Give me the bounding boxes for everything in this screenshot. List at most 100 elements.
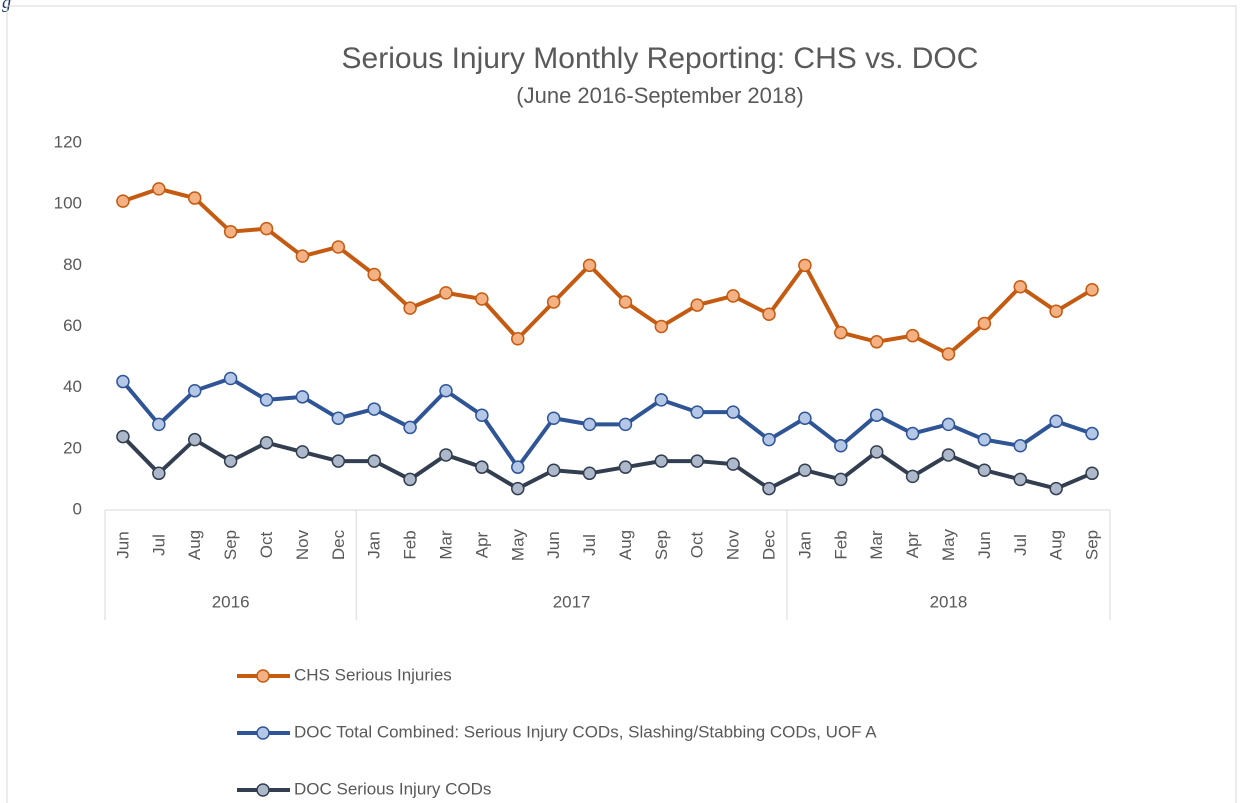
data-point	[475, 292, 489, 306]
y-tick-label: 80	[63, 255, 82, 274]
data-point	[941, 347, 956, 361]
data-point	[259, 393, 274, 407]
data-point	[1085, 283, 1099, 297]
data-point	[1013, 279, 1028, 294]
x-tick-label: Jul	[580, 534, 599, 556]
data-point	[546, 463, 561, 477]
data-point	[223, 454, 238, 468]
data-point	[439, 383, 453, 398]
x-tick-label: Sep	[1083, 530, 1102, 560]
series-line	[122, 186, 1094, 357]
x-tick-label: May	[508, 528, 527, 561]
chart-title: Serious Injury Monthly Reporting: CHS vs…	[342, 42, 979, 75]
x-tick-label: Feb	[831, 530, 850, 559]
data-point	[834, 439, 848, 453]
data-point	[869, 445, 884, 459]
data-point	[762, 432, 776, 447]
data-point	[116, 429, 130, 444]
x-tick-label: Aug	[1047, 530, 1066, 560]
data-point	[223, 224, 238, 239]
group-label: 2018	[930, 592, 968, 611]
x-tick-label: Jun	[975, 531, 994, 558]
legend-marker	[256, 726, 270, 740]
data-point	[367, 454, 381, 468]
x-tick-label: Jan	[365, 531, 384, 558]
data-point	[869, 335, 884, 349]
data-point	[1013, 472, 1028, 487]
data-point	[654, 454, 669, 468]
x-tick-label: Dec	[329, 529, 348, 560]
legend-label: CHS Serious Injuries	[294, 665, 452, 684]
data-point	[187, 383, 202, 398]
data-point	[475, 408, 489, 422]
x-tick-label: Apr	[903, 531, 922, 558]
series-line	[121, 376, 1093, 470]
x-tick-label: Apr	[472, 531, 491, 558]
data-point	[475, 460, 489, 474]
data-point	[941, 417, 956, 432]
data-point	[295, 249, 310, 263]
data-point	[187, 432, 202, 447]
y-tick-label: 40	[63, 377, 82, 396]
x-tick-label: Aug	[185, 530, 204, 560]
data-point	[762, 481, 776, 496]
data-point	[1085, 426, 1099, 441]
data-point	[259, 435, 274, 450]
x-tick-label: Jun	[544, 531, 563, 558]
data-point	[834, 325, 848, 340]
data-point	[977, 463, 992, 477]
data-point	[259, 221, 274, 236]
x-tick-label: May	[939, 528, 958, 561]
data-point	[367, 402, 381, 416]
data-point	[331, 411, 346, 425]
data-point	[690, 405, 704, 419]
x-tick-label: Jan	[795, 531, 814, 558]
data-point	[331, 454, 346, 468]
series-line	[121, 435, 1093, 491]
data-point	[546, 295, 561, 309]
data-point	[905, 469, 920, 484]
x-tick-label: Sep	[221, 530, 240, 560]
x-tick-label: Feb	[401, 530, 420, 559]
y-tick-label: 100	[54, 194, 82, 213]
legend-label: DOC Total Combined: Serious Injury CODs,…	[294, 722, 877, 741]
data-point	[187, 191, 202, 205]
data-point	[941, 448, 956, 462]
x-tick-label: Oct	[257, 532, 276, 559]
x-tick-label: Nov	[293, 529, 312, 560]
data-point	[295, 445, 310, 459]
x-tick-label: Sep	[652, 530, 671, 560]
data-point	[977, 432, 992, 447]
data-point	[618, 417, 633, 432]
legend-label: DOC Serious Injury CODs	[294, 779, 491, 798]
data-point	[618, 295, 633, 309]
x-tick-label: Oct	[688, 532, 707, 559]
data-point	[977, 316, 992, 331]
data-point	[834, 472, 848, 487]
data-point	[905, 328, 920, 343]
data-point	[439, 448, 453, 462]
data-point	[726, 289, 740, 303]
data-point	[690, 298, 704, 312]
y-tick-label: 20	[63, 438, 82, 457]
data-point	[869, 408, 884, 422]
data-point	[582, 466, 597, 481]
x-tick-label: Jul	[1011, 534, 1030, 556]
data-point	[1085, 466, 1099, 481]
data-point	[116, 374, 130, 389]
data-point	[295, 390, 310, 404]
data-point	[582, 417, 597, 432]
data-point	[511, 331, 525, 346]
x-tick-label: Jul	[149, 534, 168, 556]
data-point	[511, 460, 525, 474]
data-point	[726, 405, 740, 419]
group-label: 2017	[553, 592, 591, 611]
data-point	[152, 182, 166, 196]
data-point	[439, 286, 453, 300]
x-tick-label: Aug	[616, 530, 635, 560]
data-point	[152, 417, 166, 432]
data-point	[331, 240, 346, 254]
data-point	[511, 481, 525, 496]
data-point	[798, 258, 812, 273]
data-point	[1049, 304, 1063, 318]
